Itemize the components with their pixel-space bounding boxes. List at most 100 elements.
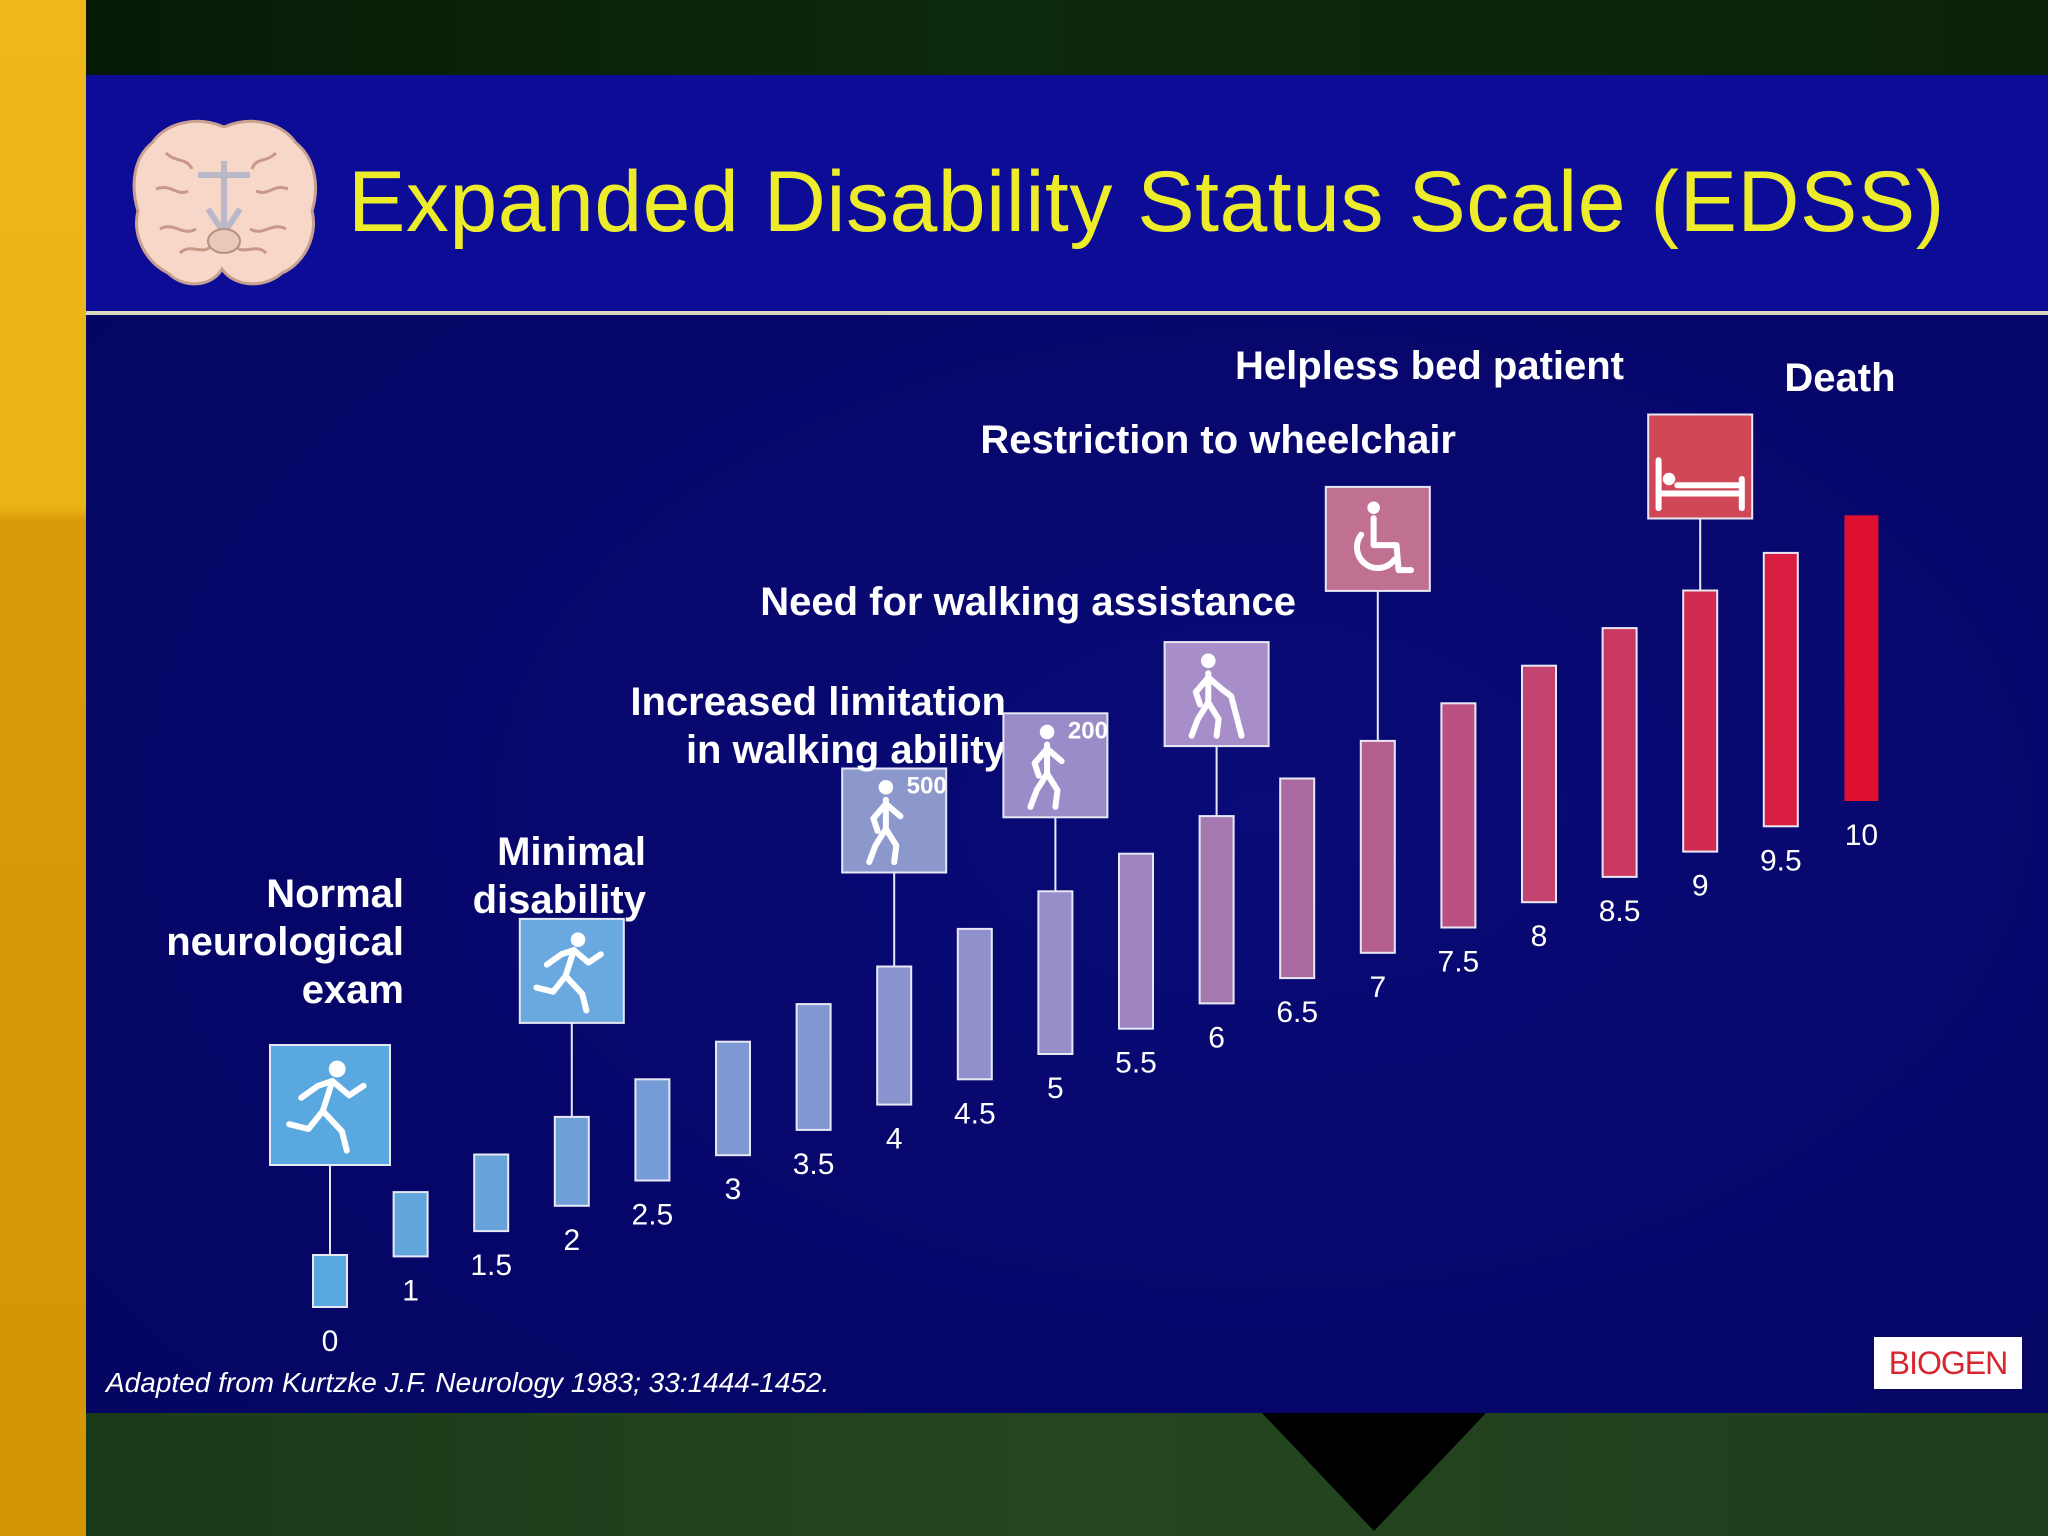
glyph-head — [1662, 472, 1676, 486]
tick-label-2-5: 2.5 — [632, 1199, 674, 1232]
bar-edss-8 — [1521, 664, 1557, 904]
bar-edss-8-5 — [1601, 627, 1638, 878]
bar-edss-1 — [392, 1191, 429, 1258]
milestone-label-7: Restriction to wheelchair — [980, 418, 1456, 462]
tick-label-1-5: 1.5 — [470, 1249, 512, 1282]
tick-label-5: 5 — [1047, 1072, 1064, 1105]
glyph-stroke — [1031, 745, 1051, 779]
tick-label-9-5: 9.5 — [1760, 844, 1802, 877]
glyph-stroke — [1370, 515, 1415, 574]
glyph-head — [1367, 501, 1380, 514]
milestone-label-4: Increased limitation — [630, 680, 1006, 724]
bar-edss-0 — [312, 1254, 348, 1308]
left-accent-bar — [0, 0, 86, 1536]
bed-icon — [1647, 413, 1754, 520]
milestone-label-10: Death — [1784, 356, 1895, 400]
tick-label-2: 2 — [563, 1224, 580, 1257]
top-band — [86, 0, 2048, 75]
bar-edss-3 — [715, 1040, 751, 1157]
glyph-stroke — [543, 947, 604, 968]
bar-edss-4 — [876, 965, 913, 1106]
tick-label-3: 3 — [725, 1173, 742, 1206]
walking-person-icon: 500 — [841, 767, 948, 874]
slide: Expanded Disability Status Scale (EDSS) … — [86, 75, 2048, 1413]
glyph-stroke — [298, 1078, 367, 1101]
glyph-stroke — [1192, 674, 1212, 708]
tick-label-5-5: 5.5 — [1115, 1047, 1157, 1080]
glyph-head — [1201, 653, 1216, 669]
bar-edss-9 — [1682, 589, 1719, 853]
icon-box — [1647, 413, 1754, 520]
milestone-label-6: Need for walking assistance — [760, 580, 1296, 624]
milestone-label-0: neurological — [166, 920, 404, 964]
distance-label: 500 — [907, 772, 947, 799]
tick-label-4: 4 — [886, 1123, 903, 1156]
bar-edss-10 — [1844, 515, 1879, 801]
milestone-label-2: disability — [473, 878, 647, 922]
tick-label-4-5: 4.5 — [954, 1097, 996, 1130]
milestone-label-9: Helpless bed patient — [1235, 344, 1624, 388]
glyph-stroke — [1044, 741, 1061, 810]
glyph-stroke — [882, 796, 900, 866]
milestone-label-0: exam — [302, 968, 404, 1012]
running-person-icon — [269, 1044, 391, 1166]
slide-header — [86, 75, 2048, 311]
bar-edss-7-5 — [1440, 702, 1477, 929]
icon-box — [1324, 485, 1431, 592]
glyph-stroke — [1188, 699, 1212, 739]
tick-label-9: 9 — [1692, 870, 1709, 903]
glyph-stroke — [319, 1078, 350, 1154]
bar-edss-6-5 — [1279, 777, 1316, 980]
bar-edss-2-5 — [634, 1078, 671, 1182]
down-arrow-icon — [1262, 1413, 1486, 1531]
glyph-stroke — [870, 800, 889, 834]
glyph-stroke — [286, 1108, 326, 1132]
glyph-stroke — [882, 800, 904, 820]
tick-label-6-5: 6.5 — [1276, 996, 1318, 1029]
glyph-stroke — [1354, 531, 1398, 571]
edss-chart: 0 1 1.5 2 2.5 3 3.5 4 4.5 5 5.5 6 6.5 7 7.5 8 8.5 9 9.5 10 N… — [166, 344, 1895, 1358]
glyph-stroke — [1205, 670, 1222, 739]
bar-edss-5-5 — [1118, 852, 1154, 1030]
bar-edss-2 — [553, 1115, 590, 1207]
tick-label-0: 0 — [322, 1325, 339, 1358]
bar-edss-3-5 — [795, 1003, 832, 1131]
bar-edss-1-5 — [473, 1153, 510, 1233]
icon-box — [518, 917, 625, 1024]
slide-title: Expanded Disability Status Scale (EDSS) — [348, 154, 1945, 250]
glyph-stroke — [1044, 745, 1065, 765]
glyph-head — [878, 779, 894, 795]
tick-label-1: 1 — [402, 1274, 419, 1307]
milestone-label-0: Normal — [266, 872, 404, 916]
glyph-stroke — [1219, 686, 1245, 739]
tick-label-8: 8 — [1531, 920, 1548, 953]
glyph-stroke — [1027, 770, 1051, 810]
bottom-band — [86, 1413, 2048, 1536]
glyph-stroke — [1205, 674, 1226, 693]
bar-edss-6 — [1198, 815, 1235, 1005]
glyph-stroke — [866, 825, 889, 866]
glyph-head — [1039, 724, 1055, 740]
glyph-head — [328, 1060, 346, 1078]
milestone-label-2: Minimal — [497, 830, 646, 874]
icon-box — [269, 1044, 391, 1166]
glyph-stroke — [562, 947, 590, 1014]
glyph-stroke — [533, 973, 569, 995]
tick-label-3-5: 3.5 — [793, 1148, 835, 1181]
tick-label-6: 6 — [1208, 1021, 1225, 1054]
walking-cane-icon — [1163, 641, 1270, 748]
tick-label-7: 7 — [1369, 971, 1386, 1004]
tick-label-8-5: 8.5 — [1599, 895, 1641, 928]
walking-person-icon: 200 — [1002, 712, 1109, 819]
milestone-label-4: in walking ability — [686, 728, 1007, 772]
header-divider — [86, 311, 2048, 315]
citation: Adapted from Kurtzke J.F. Neurology 1983… — [106, 1367, 830, 1398]
tick-label-10: 10 — [1845, 819, 1878, 852]
bar-edss-7 — [1359, 739, 1396, 954]
bar-edss-9-5 — [1762, 551, 1799, 828]
bar-edss-5 — [1037, 890, 1074, 1055]
running-person-icon — [518, 917, 625, 1024]
bar-edss-4-5 — [956, 927, 993, 1081]
glyph-head — [570, 932, 586, 947]
tick-label-7-5: 7.5 — [1438, 946, 1480, 979]
